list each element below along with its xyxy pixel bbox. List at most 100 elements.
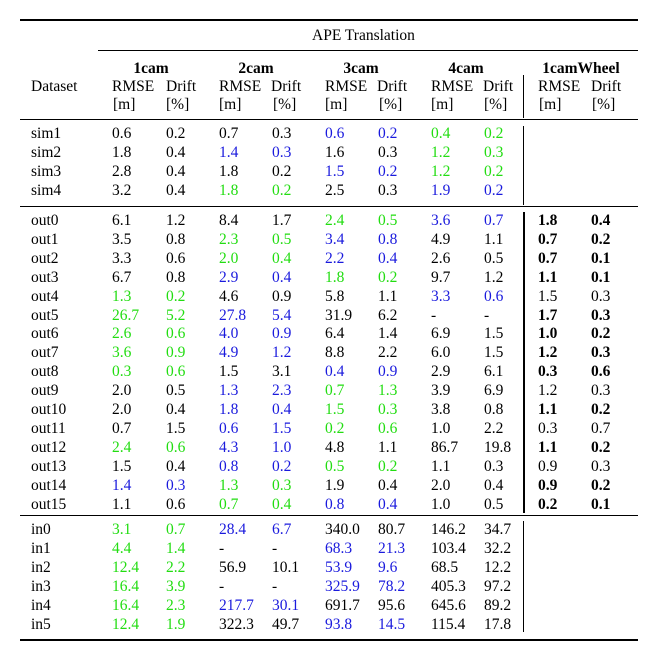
rmse-cell: 1.4 — [219, 143, 239, 161]
dataset-name: out5 — [31, 306, 59, 324]
drift-cell: 0.4 — [378, 476, 398, 494]
rmse-header: RMSE — [219, 78, 262, 95]
rmse-cell: 1.7 — [538, 306, 558, 324]
section-rule-1 — [20, 206, 638, 207]
rmse-cell: 2.9 — [219, 268, 239, 286]
drift-cell: 0.2 — [591, 325, 611, 343]
rmse-cell: 1.0 — [431, 495, 451, 513]
rmse-cell: 93.8 — [325, 615, 353, 633]
rmse-unit: [m] — [431, 96, 454, 113]
rmse-cell: 1.1 — [538, 438, 558, 456]
rmse-cell: 16.4 — [112, 577, 140, 595]
drift-cell: 0.3 — [378, 401, 398, 418]
drift-cell: 0.3 — [591, 382, 611, 400]
rmse-cell: 0.6 — [219, 419, 239, 437]
drift-cell: 1.5 — [484, 325, 504, 343]
drift-cell: 0.8 — [166, 230, 186, 248]
column-separator — [523, 126, 524, 205]
drift-cell: 0.1 — [591, 249, 611, 267]
group-header-4cam: 4cam — [448, 60, 484, 77]
drift-cell: 1.9 — [166, 615, 186, 633]
drift-cell: 1.0 — [272, 438, 292, 456]
rmse-cell: 56.9 — [219, 558, 247, 576]
drift-cell: 0.2 — [484, 125, 504, 142]
dataset-name: in0 — [31, 521, 51, 538]
drift-unit: [%] — [592, 96, 616, 113]
drift-cell: 49.7 — [272, 615, 300, 633]
drift-unit: [%] — [379, 96, 403, 113]
drift-cell: 0.7 — [166, 521, 186, 538]
rmse-unit: [m] — [113, 96, 136, 113]
rmse-cell: 0.6 — [112, 125, 132, 142]
rmse-cell: 4.4 — [112, 539, 132, 557]
drift-unit: [%] — [166, 96, 190, 113]
rmse-cell: 1.8 — [219, 181, 239, 199]
drift-cell: - — [272, 539, 278, 557]
rmse-cell: 1.0 — [538, 325, 558, 343]
drift-cell: 1.4 — [378, 325, 398, 343]
section-rule-2 — [20, 515, 638, 516]
top-rule — [20, 19, 638, 21]
drift-cell: 0.2 — [591, 476, 611, 494]
rmse-cell: 2.0 — [112, 401, 132, 418]
rmse-cell: 4.3 — [219, 438, 239, 456]
drift-cell: 0.5 — [378, 212, 398, 229]
rmse-cell: 405.3 — [431, 577, 466, 595]
drift-cell: 0.5 — [166, 382, 186, 400]
rmse-header: RMSE — [325, 78, 368, 95]
rmse-cell: 1.1 — [538, 268, 558, 286]
drift-cell: 0.9 — [378, 363, 398, 381]
drift-cell: 0.8 — [484, 401, 504, 418]
rmse-unit: [m] — [219, 96, 242, 113]
rmse-cell: 68.3 — [325, 539, 353, 557]
dataset-name: in2 — [31, 558, 51, 576]
rmse-cell: 1.3 — [219, 476, 239, 494]
rmse-cell: 1.1 — [431, 457, 451, 475]
dataset-name: in3 — [31, 577, 51, 595]
drift-cell: 0.2 — [272, 162, 292, 180]
rmse-cell: 0.4 — [431, 125, 451, 142]
drift-cell: 0.8 — [166, 268, 186, 286]
rmse-cell: 53.9 — [325, 558, 353, 576]
drift-cell: - — [484, 306, 490, 324]
rmse-cell: 1.5 — [325, 401, 345, 418]
rmse-cell: 0.7 — [112, 419, 132, 437]
rmse-cell: 1.0 — [431, 419, 451, 437]
rmse-cell: 1.4 — [112, 476, 132, 494]
drift-cell: 2.2 — [484, 419, 504, 437]
rmse-cell: 12.4 — [112, 615, 140, 633]
drift-cell: 0.3 — [272, 143, 292, 161]
drift-cell: 0.2 — [591, 230, 611, 248]
drift-cell: 0.1 — [591, 495, 611, 513]
rmse-header: RMSE — [538, 78, 581, 95]
dataset-name: out3 — [31, 268, 59, 286]
rmse-cell: 1.1 — [112, 495, 132, 513]
drift-cell: 0.2 — [484, 181, 504, 199]
rmse-cell: 1.8 — [219, 162, 239, 180]
drift-cell: 0.2 — [378, 125, 398, 142]
rmse-cell: 1.3 — [219, 382, 239, 400]
drift-cell: 0.1 — [591, 268, 611, 286]
rmse-cell: 322.3 — [219, 615, 254, 633]
drift-cell: 0.6 — [591, 363, 611, 381]
drift-cell: 0.4 — [272, 495, 292, 513]
rmse-cell: 12.4 — [112, 558, 140, 576]
rmse-header: RMSE — [431, 78, 474, 95]
drift-cell: 80.7 — [378, 521, 406, 538]
drift-cell: 0.5 — [484, 249, 504, 267]
rmse-cell: 9.7 — [431, 268, 451, 286]
drift-header: Drift — [377, 78, 408, 95]
drift-cell: 95.6 — [378, 596, 406, 614]
rmse-cell: 0.3 — [538, 419, 558, 437]
drift-cell: 0.3 — [272, 476, 292, 494]
dataset-name: sim3 — [31, 162, 62, 180]
drift-cell: 0.6 — [166, 438, 186, 456]
drift-cell: 0.4 — [591, 212, 611, 229]
rmse-cell: 217.7 — [219, 596, 254, 614]
dataset-name: sim1 — [31, 125, 62, 142]
rmse-cell: 2.0 — [431, 476, 451, 494]
drift-cell: 0.3 — [484, 457, 504, 475]
rmse-cell: 31.9 — [325, 306, 353, 324]
rmse-cell: 6.1 — [112, 212, 132, 229]
drift-cell: 2.3 — [166, 596, 186, 614]
